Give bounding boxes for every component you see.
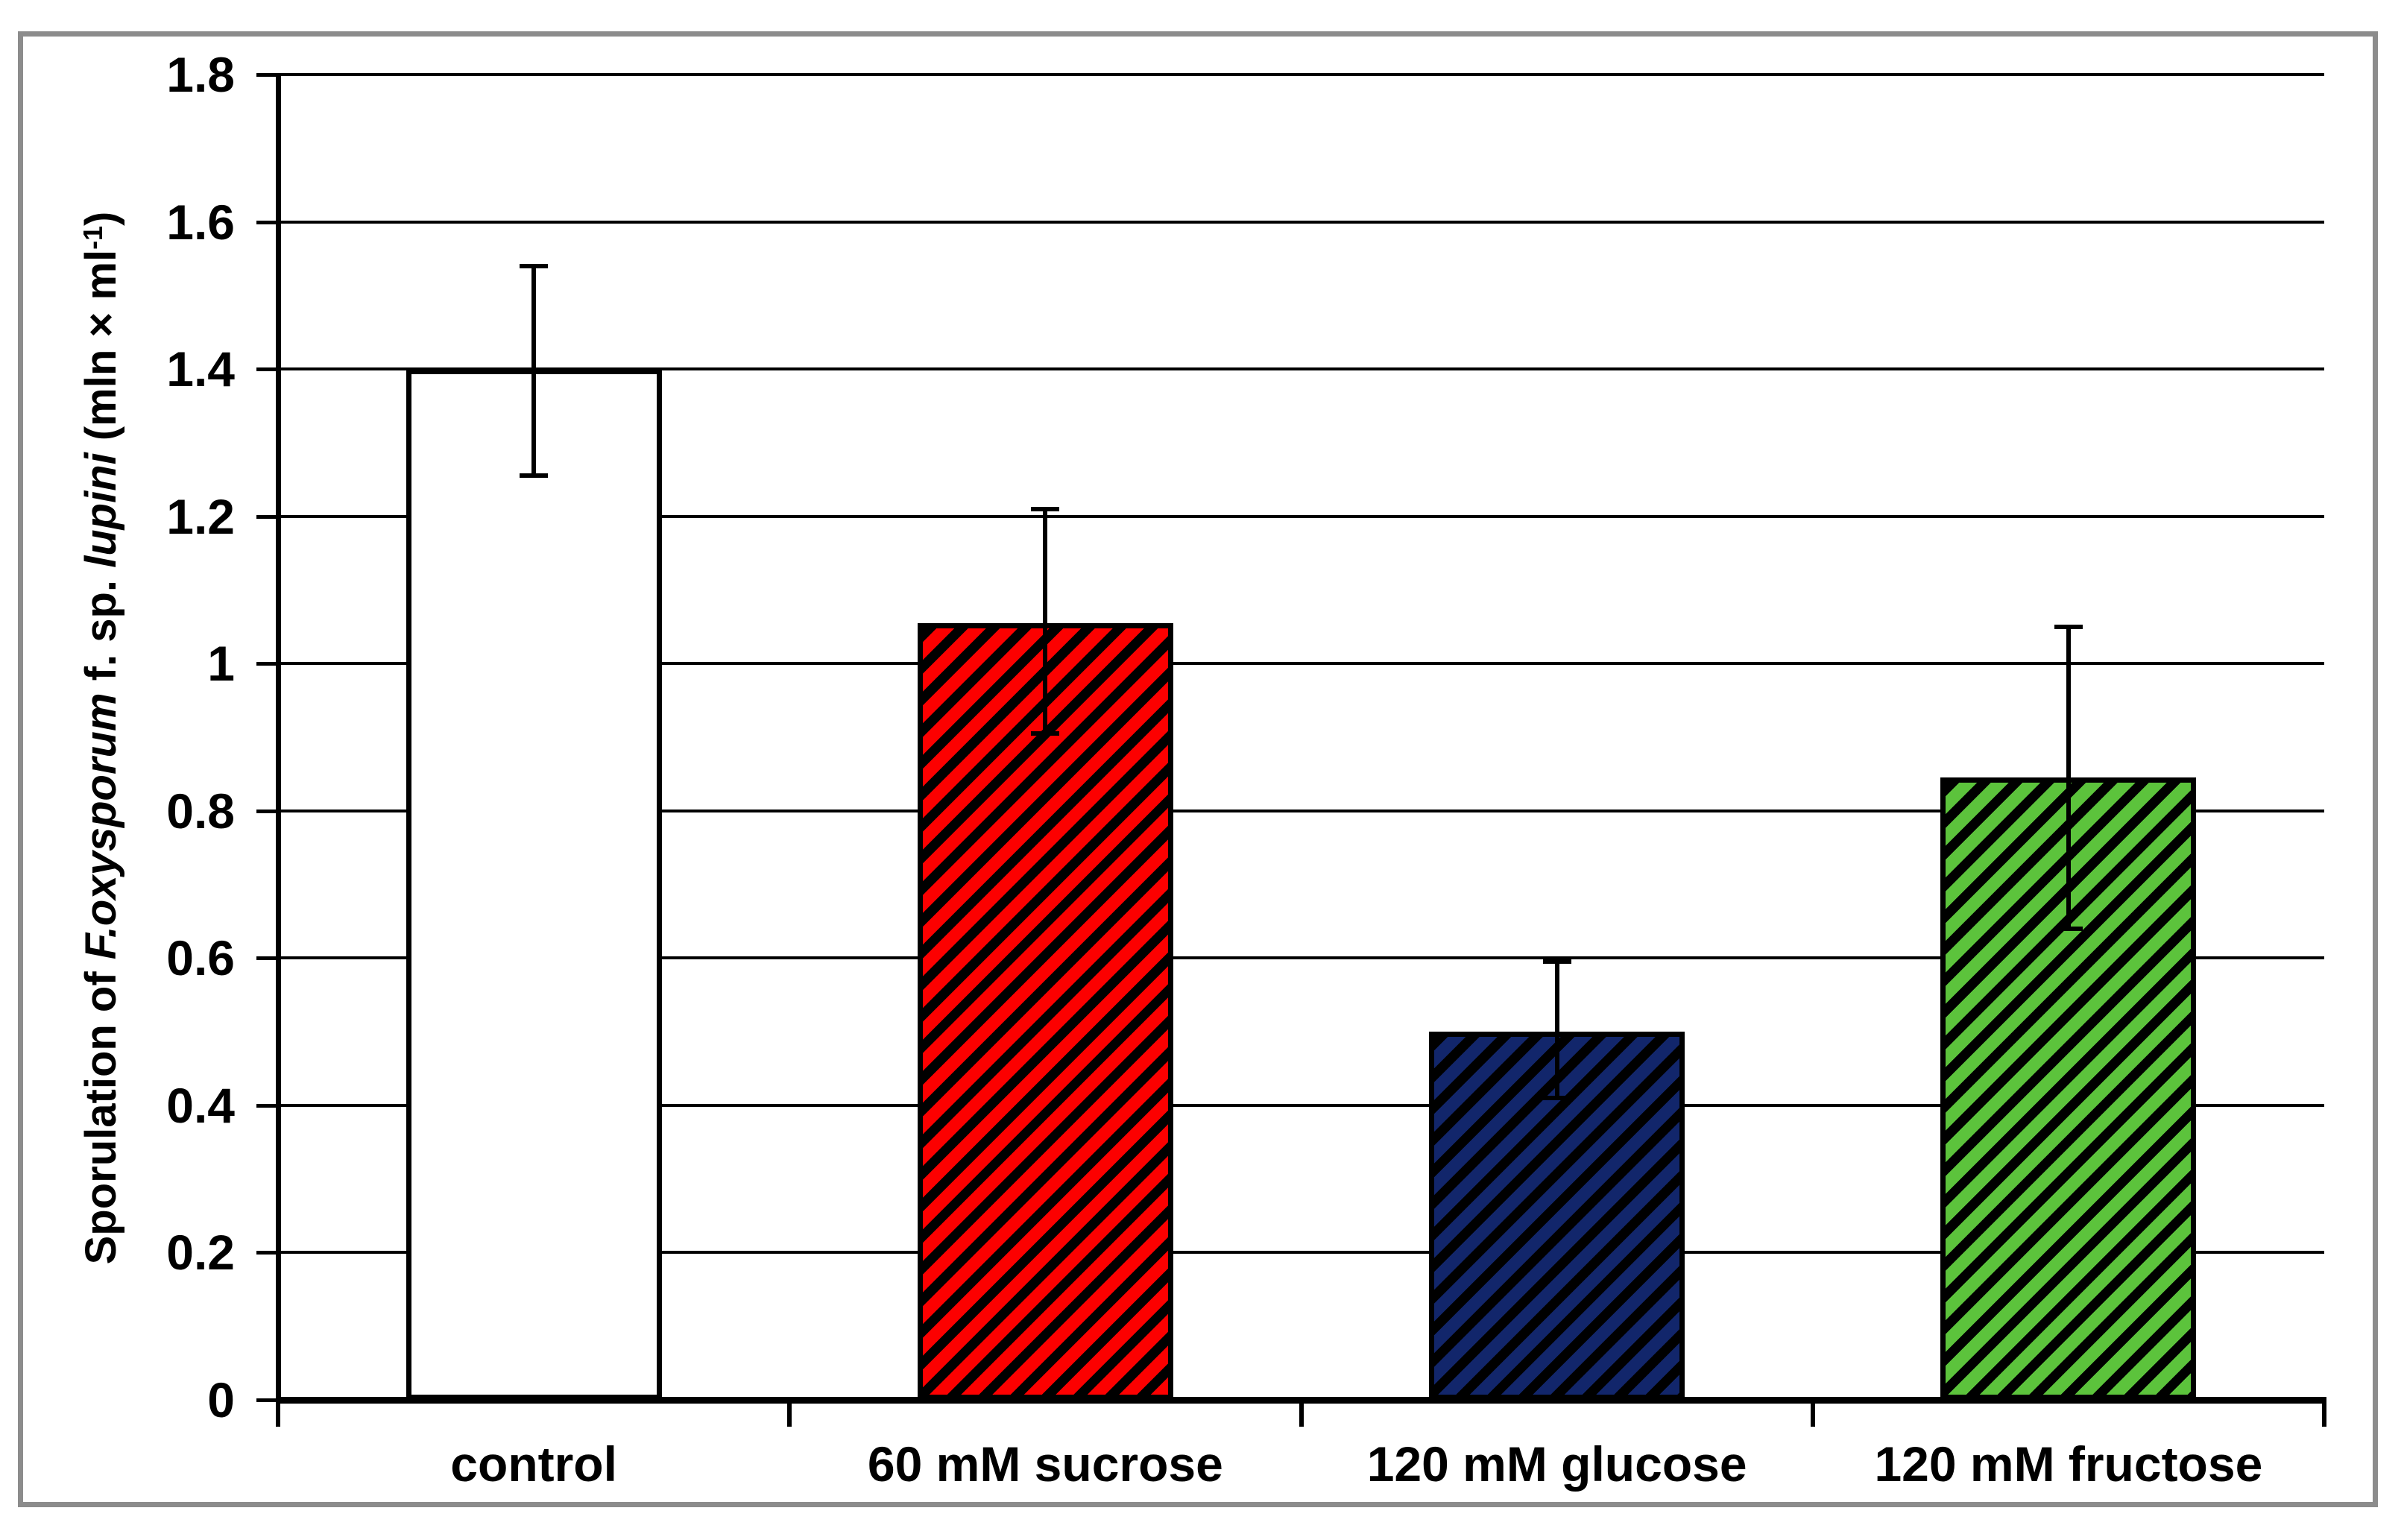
gridline xyxy=(278,220,2324,224)
gridline xyxy=(278,367,2324,371)
y-axis-tick xyxy=(256,1251,276,1255)
error-bar-line xyxy=(1554,962,1559,1098)
x-axis-tick xyxy=(2322,1400,2326,1427)
gridline xyxy=(278,73,2324,76)
gridline xyxy=(278,662,2324,666)
y-axis-tick xyxy=(256,662,276,666)
y-axis-tick xyxy=(256,1398,276,1402)
y-axis-title: Sporulation of F.oxysporum f. sp. lupini… xyxy=(69,0,134,1483)
x-axis-tick xyxy=(276,1400,280,1427)
y-axis-tick xyxy=(256,809,276,813)
y-tick-label: 0.8 xyxy=(166,783,235,839)
y-axis-tick xyxy=(256,73,276,77)
gridline xyxy=(278,956,2324,960)
error-bar-cap-top xyxy=(2054,624,2083,629)
error-bar-cap-bottom xyxy=(1031,731,1060,736)
y-axis-line xyxy=(276,73,281,1404)
gridline xyxy=(278,1103,2324,1107)
y-tick-label: 0.4 xyxy=(166,1077,235,1133)
y-axis-title-part: Sporulation of xyxy=(77,959,125,1265)
bar-60-mm-sucrose xyxy=(917,622,1173,1400)
y-axis-title-part: lupini xyxy=(77,452,125,568)
y-tick-label: 1.8 xyxy=(166,47,235,102)
x-axis-category-label: control xyxy=(450,1436,617,1492)
y-tick-label: 1.2 xyxy=(166,488,235,544)
y-axis-title-part: ) xyxy=(77,211,125,226)
x-axis-tick xyxy=(1810,1400,1815,1427)
y-axis-title-part: -1 xyxy=(78,225,109,250)
error-bar-cap-top xyxy=(1542,959,1571,965)
error-bar-cap-bottom xyxy=(1542,1096,1571,1100)
gridline xyxy=(278,809,2324,812)
error-bar-cap-bottom xyxy=(520,473,549,479)
error-bar-cap-top xyxy=(1031,506,1060,511)
y-tick-label: 0.6 xyxy=(166,930,235,986)
error-bar-cap-top xyxy=(520,263,549,268)
y-tick-label: 1.6 xyxy=(166,194,235,250)
y-axis-title-part: F.oxysporum xyxy=(77,692,125,960)
error-bar-cap-bottom xyxy=(2054,926,2083,931)
x-axis-tick xyxy=(1299,1400,1304,1427)
error-bar-line xyxy=(2066,626,2071,929)
y-axis-tick xyxy=(256,367,276,372)
gridline xyxy=(278,1251,2324,1255)
y-axis-tick xyxy=(256,1103,276,1108)
error-bar-line xyxy=(531,265,537,476)
y-tick-label: 1.4 xyxy=(166,341,235,397)
x-axis-tick xyxy=(787,1400,792,1427)
y-axis-title-part: (mln × ml xyxy=(77,249,125,453)
x-axis-category-label: 120 mM fructose xyxy=(1874,1436,2263,1492)
y-axis-tick xyxy=(256,514,276,519)
error-bar-line xyxy=(1043,508,1048,734)
x-axis-category-label: 120 mM glucose xyxy=(1366,1436,1747,1492)
bar-control xyxy=(406,369,662,1400)
y-axis-tick xyxy=(256,956,276,961)
x-axis-category-label: 60 mM sucrose xyxy=(867,1436,1223,1492)
y-tick-label: 0 xyxy=(207,1372,235,1427)
gridline xyxy=(278,514,2324,518)
y-tick-label: 0.2 xyxy=(166,1225,235,1281)
y-tick-label: 1 xyxy=(207,636,235,692)
y-axis-title-part: f. sp. xyxy=(77,567,125,693)
y-axis-tick xyxy=(256,220,276,224)
